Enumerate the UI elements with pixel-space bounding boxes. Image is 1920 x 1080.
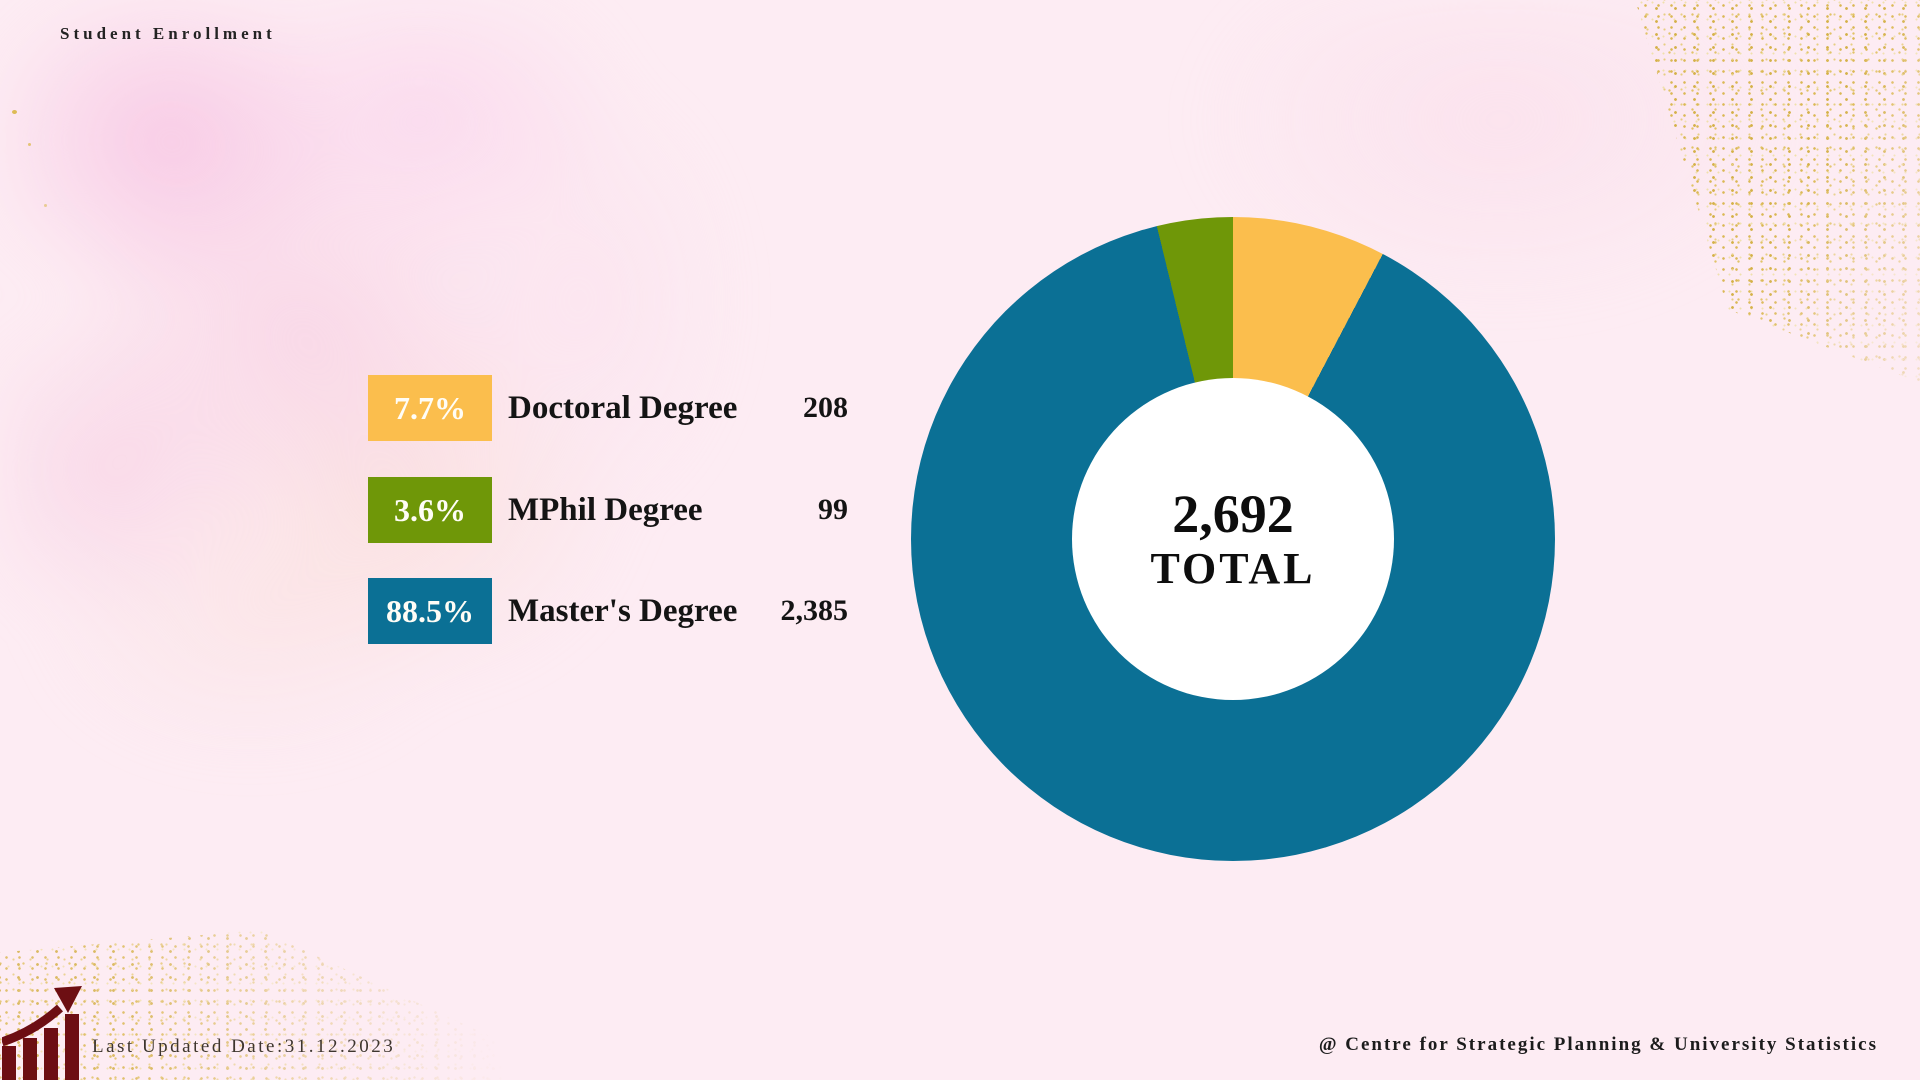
legend-swatch-mphil: 3.6% [368, 477, 492, 543]
total-value: 2,692 [1172, 484, 1294, 545]
credit-text: @ Centre for Strategic Planning & Univer… [1318, 1034, 1878, 1055]
legend-percent: 3.6% [394, 491, 466, 528]
legend-percent: 88.5% [386, 592, 474, 629]
legend-swatch-masters: 88.5% [368, 578, 492, 644]
gold-speck [12, 110, 17, 114]
gold-glitter-top-right [1635, 0, 1920, 383]
legend-label: MPhil Degree [508, 491, 703, 528]
gold-speck [28, 143, 31, 146]
last-updated-text: Last Updated Date:31.12.2023 [92, 1036, 396, 1057]
legend-row-masters: 88.5% Master's Degree 2,385 [368, 578, 848, 644]
legend-row-doctoral: 7.7% Doctoral Degree 208 [368, 375, 848, 441]
legend-row-mphil: 3.6% MPhil Degree 99 [368, 477, 848, 543]
legend-value: 99 [818, 493, 848, 526]
legend-label: Master's Degree [508, 592, 738, 629]
donut-center: 2,692 TOTAL [1072, 378, 1394, 700]
donut-chart: 2,692 TOTAL [911, 217, 1555, 861]
legend-percent: 7.7% [394, 389, 466, 426]
legend-value: 2,385 [780, 594, 849, 627]
page-title: Student Enrollment [60, 24, 276, 43]
legend-value: 208 [803, 391, 848, 424]
legend-label: Doctoral Degree [508, 389, 738, 426]
legend-swatch-doctoral: 7.7% [368, 375, 492, 441]
gold-speck [44, 204, 47, 207]
chart-legend: 7.7% Doctoral Degree 208 3.6% MPhil Degr… [368, 375, 848, 680]
growth-bar-chart-icon [2, 986, 82, 1080]
total-label: TOTAL [1150, 543, 1316, 593]
